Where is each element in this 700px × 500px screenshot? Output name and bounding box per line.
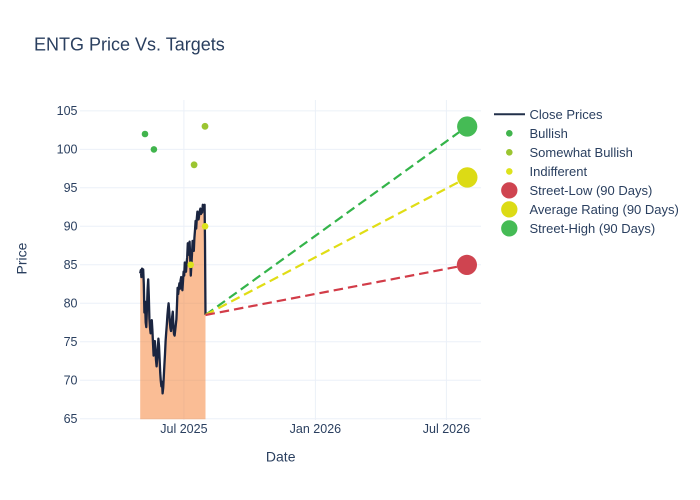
svg-text:Average Rating (90 Days): Average Rating (90 Days)	[530, 202, 679, 217]
svg-text:Jul 2026: Jul 2026	[423, 422, 470, 436]
svg-text:90: 90	[64, 220, 78, 234]
svg-text:75: 75	[64, 335, 78, 349]
svg-text:80: 80	[64, 297, 78, 311]
svg-text:Street-High (90 Days): Street-High (90 Days)	[530, 221, 656, 236]
svg-text:65: 65	[64, 412, 78, 426]
svg-text:100: 100	[57, 143, 78, 157]
svg-text:Close Prices: Close Prices	[530, 107, 603, 122]
svg-text:Bullish: Bullish	[530, 126, 568, 141]
svg-text:Price: Price	[14, 242, 30, 274]
svg-text:Jan 2026: Jan 2026	[290, 422, 341, 436]
svg-text:Jul 2025: Jul 2025	[160, 422, 207, 436]
svg-text:Indifferent: Indifferent	[530, 164, 588, 179]
svg-text:95: 95	[64, 181, 78, 195]
svg-text:Street-Low (90 Days): Street-Low (90 Days)	[530, 183, 653, 198]
svg-text:Date: Date	[266, 449, 296, 465]
svg-text:85: 85	[64, 258, 78, 272]
svg-text:105: 105	[57, 104, 78, 118]
svg-text:Somewhat Bullish: Somewhat Bullish	[530, 145, 633, 160]
svg-text:ENTG Price Vs. Targets: ENTG Price Vs. Targets	[34, 34, 225, 54]
svg-text:70: 70	[64, 373, 78, 387]
